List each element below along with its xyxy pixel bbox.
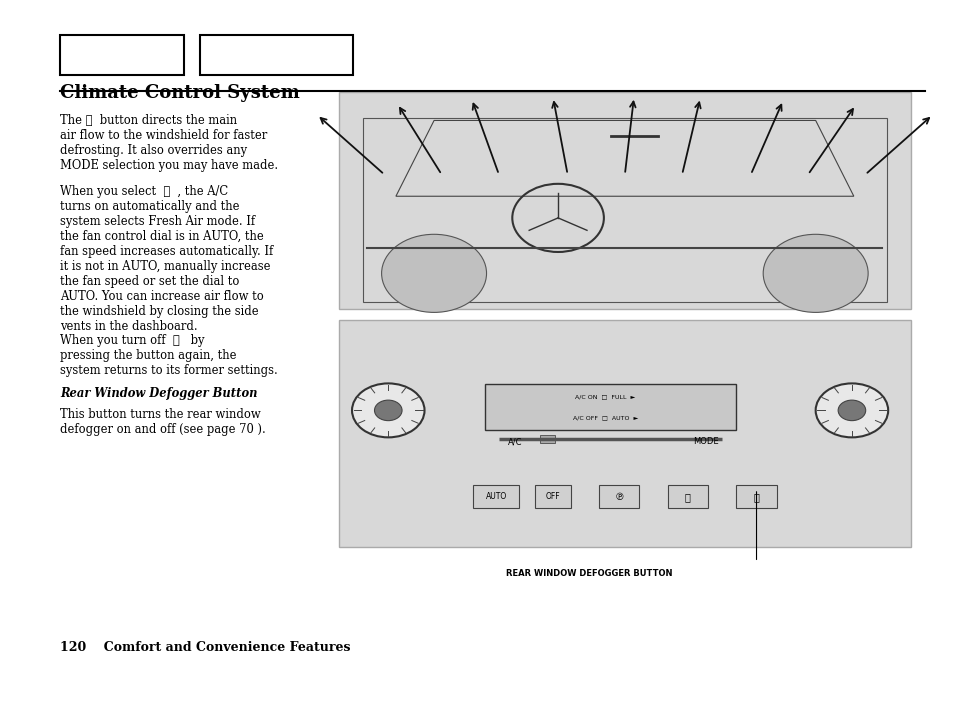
Circle shape bbox=[762, 234, 867, 312]
Text: When you turn off  Ⓣ   by
pressing the button again, the
system returns to its f: When you turn off Ⓣ by pressing the butt… bbox=[60, 334, 277, 377]
Text: A/C ON  □  FULL  ►: A/C ON □ FULL ► bbox=[575, 395, 635, 400]
Text: AUTO: AUTO bbox=[485, 492, 506, 501]
Text: MODE: MODE bbox=[693, 437, 719, 446]
Bar bbox=[338, 320, 910, 547]
Bar bbox=[484, 384, 736, 430]
Text: ℗: ℗ bbox=[614, 492, 623, 502]
Circle shape bbox=[352, 383, 424, 437]
Bar bbox=[667, 486, 707, 508]
Text: REAR WINDOW DEFOGGER BUTTON: REAR WINDOW DEFOGGER BUTTON bbox=[506, 569, 672, 579]
Text: A/C OFF  □  AUTO  ►: A/C OFF □ AUTO ► bbox=[573, 415, 638, 420]
Text: Ⓣ: Ⓣ bbox=[753, 492, 759, 502]
Bar bbox=[200, 36, 353, 75]
Text: This button turns the rear window
defogger on and off (see page 70 ).: This button turns the rear window defogg… bbox=[60, 408, 266, 436]
Circle shape bbox=[375, 400, 401, 420]
Bar bbox=[736, 486, 776, 508]
Circle shape bbox=[815, 383, 887, 437]
Bar bbox=[338, 92, 910, 309]
Text: OFF: OFF bbox=[545, 492, 560, 501]
Bar bbox=[473, 486, 518, 508]
Text: Ⓣ: Ⓣ bbox=[684, 492, 690, 502]
Text: Climate Control System: Climate Control System bbox=[60, 84, 299, 102]
Circle shape bbox=[838, 400, 864, 420]
Bar bbox=[598, 486, 639, 508]
Bar bbox=[535, 486, 571, 508]
Text: A/C: A/C bbox=[507, 437, 521, 446]
Text: When you select  Ⓣ  , the A/C
turns on automatically and the
system selects Fres: When you select Ⓣ , the A/C turns on aut… bbox=[60, 185, 274, 332]
Text: 120    Comfort and Convenience Features: 120 Comfort and Convenience Features bbox=[60, 641, 351, 654]
Bar bbox=[539, 435, 555, 443]
Bar bbox=[60, 36, 184, 75]
Circle shape bbox=[381, 234, 486, 312]
Text: The Ⓣ  button directs the main
air flow to the windshield for faster
defrosting.: The Ⓣ button directs the main air flow t… bbox=[60, 114, 278, 172]
Text: Rear Window Defogger Button: Rear Window Defogger Button bbox=[60, 387, 257, 400]
